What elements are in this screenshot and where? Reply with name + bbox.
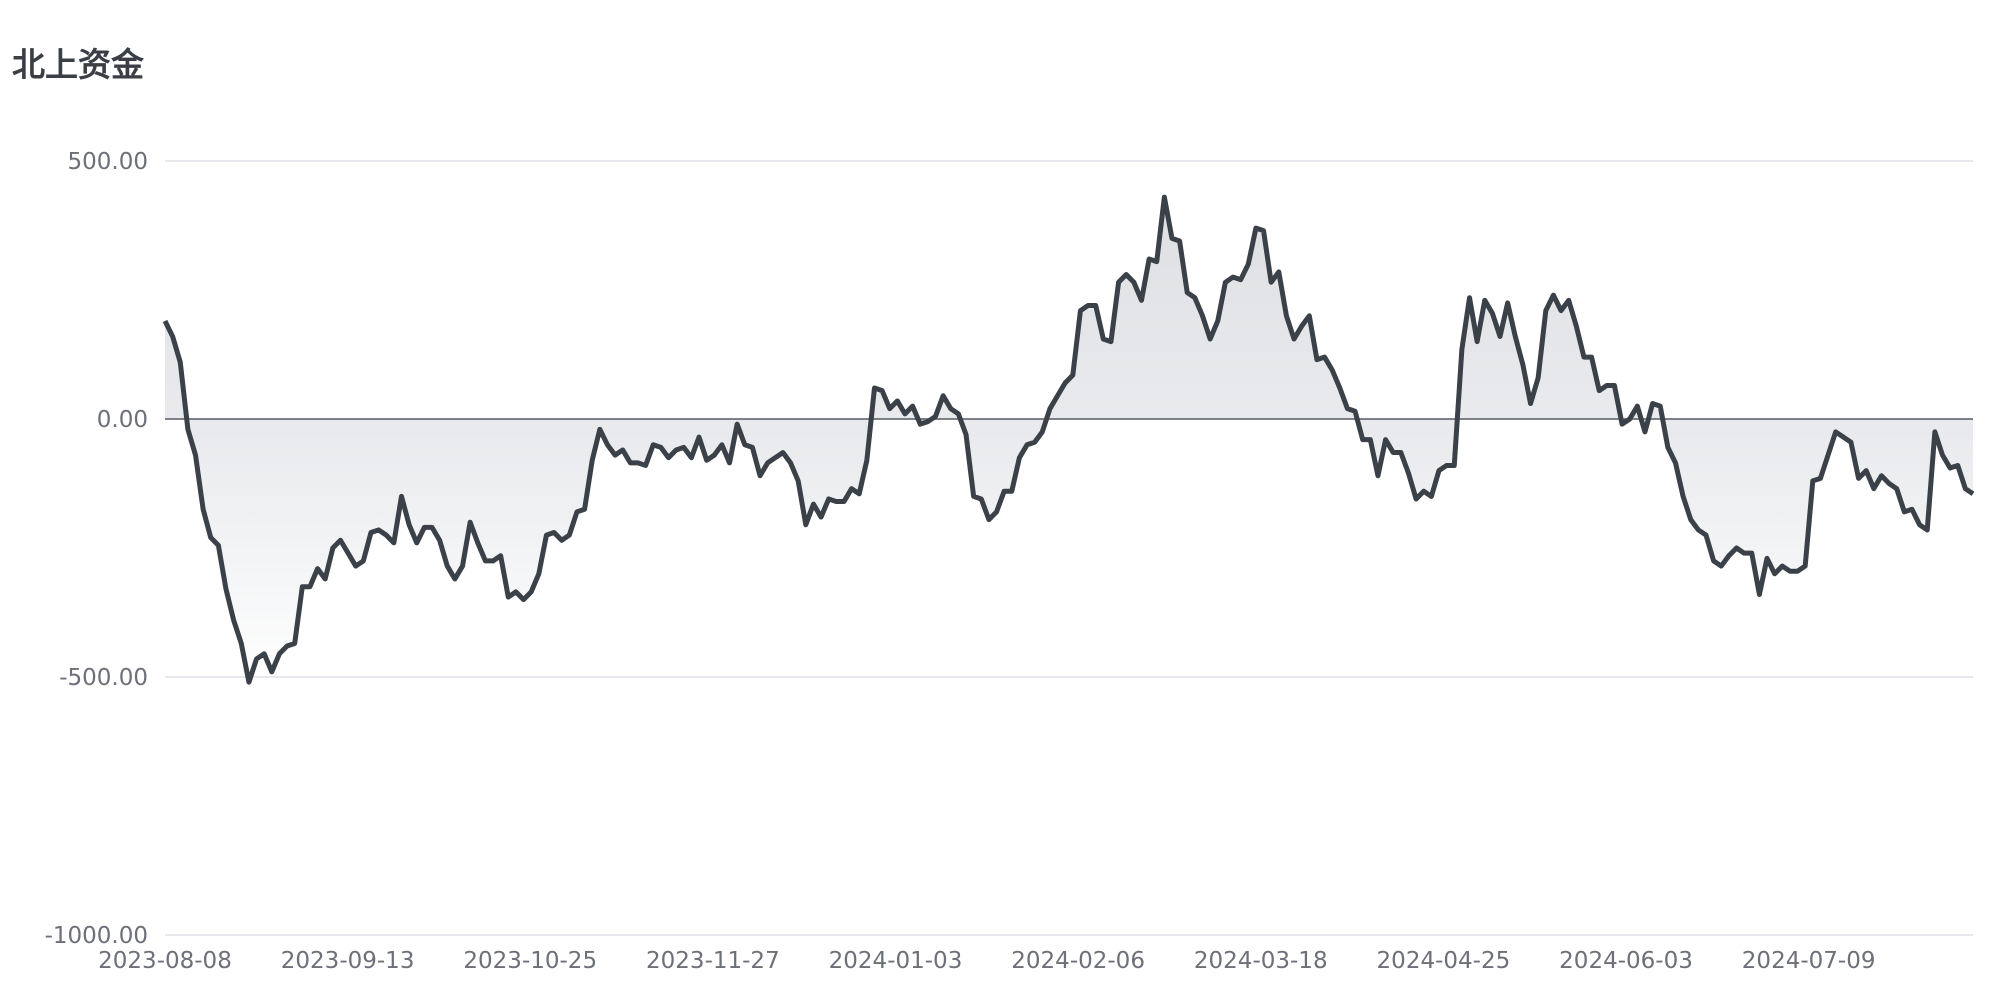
x-tick-label: 2024-06-03 bbox=[1559, 948, 1693, 974]
area-fill bbox=[165, 197, 1973, 683]
x-tick-label: 2023-08-08 bbox=[98, 948, 232, 974]
y-tick-label: 500.00 bbox=[68, 149, 148, 175]
series-line bbox=[162, 194, 1975, 685]
x-tick-label: 2024-07-09 bbox=[1742, 948, 1876, 974]
x-tick-label: 2023-10-25 bbox=[463, 948, 597, 974]
y-tick-label: 0.00 bbox=[97, 407, 148, 433]
grid-lines bbox=[165, 160, 1973, 936]
y-axis-ticks: 500.00 0.00 -500.00 -1000.00 bbox=[45, 149, 148, 949]
x-tick-label: 2023-11-27 bbox=[646, 948, 780, 974]
x-tick-label: 2024-02-06 bbox=[1011, 948, 1145, 974]
x-axis-ticks: 2023-08-08 2023-09-13 2023-10-25 2023-11-27… bbox=[98, 948, 1875, 974]
y-tick-label: -500.00 bbox=[59, 665, 148, 691]
x-tick-label: 2024-04-25 bbox=[1377, 948, 1511, 974]
x-tick-label: 2024-03-18 bbox=[1194, 948, 1328, 974]
x-tick-label: 2023-09-13 bbox=[281, 948, 415, 974]
y-tick-label: -1000.00 bbox=[45, 923, 148, 949]
x-tick-label: 2024-01-03 bbox=[829, 948, 963, 974]
chart-title: 北上资金 bbox=[12, 45, 144, 84]
area-fill-negative bbox=[165, 419, 1973, 683]
